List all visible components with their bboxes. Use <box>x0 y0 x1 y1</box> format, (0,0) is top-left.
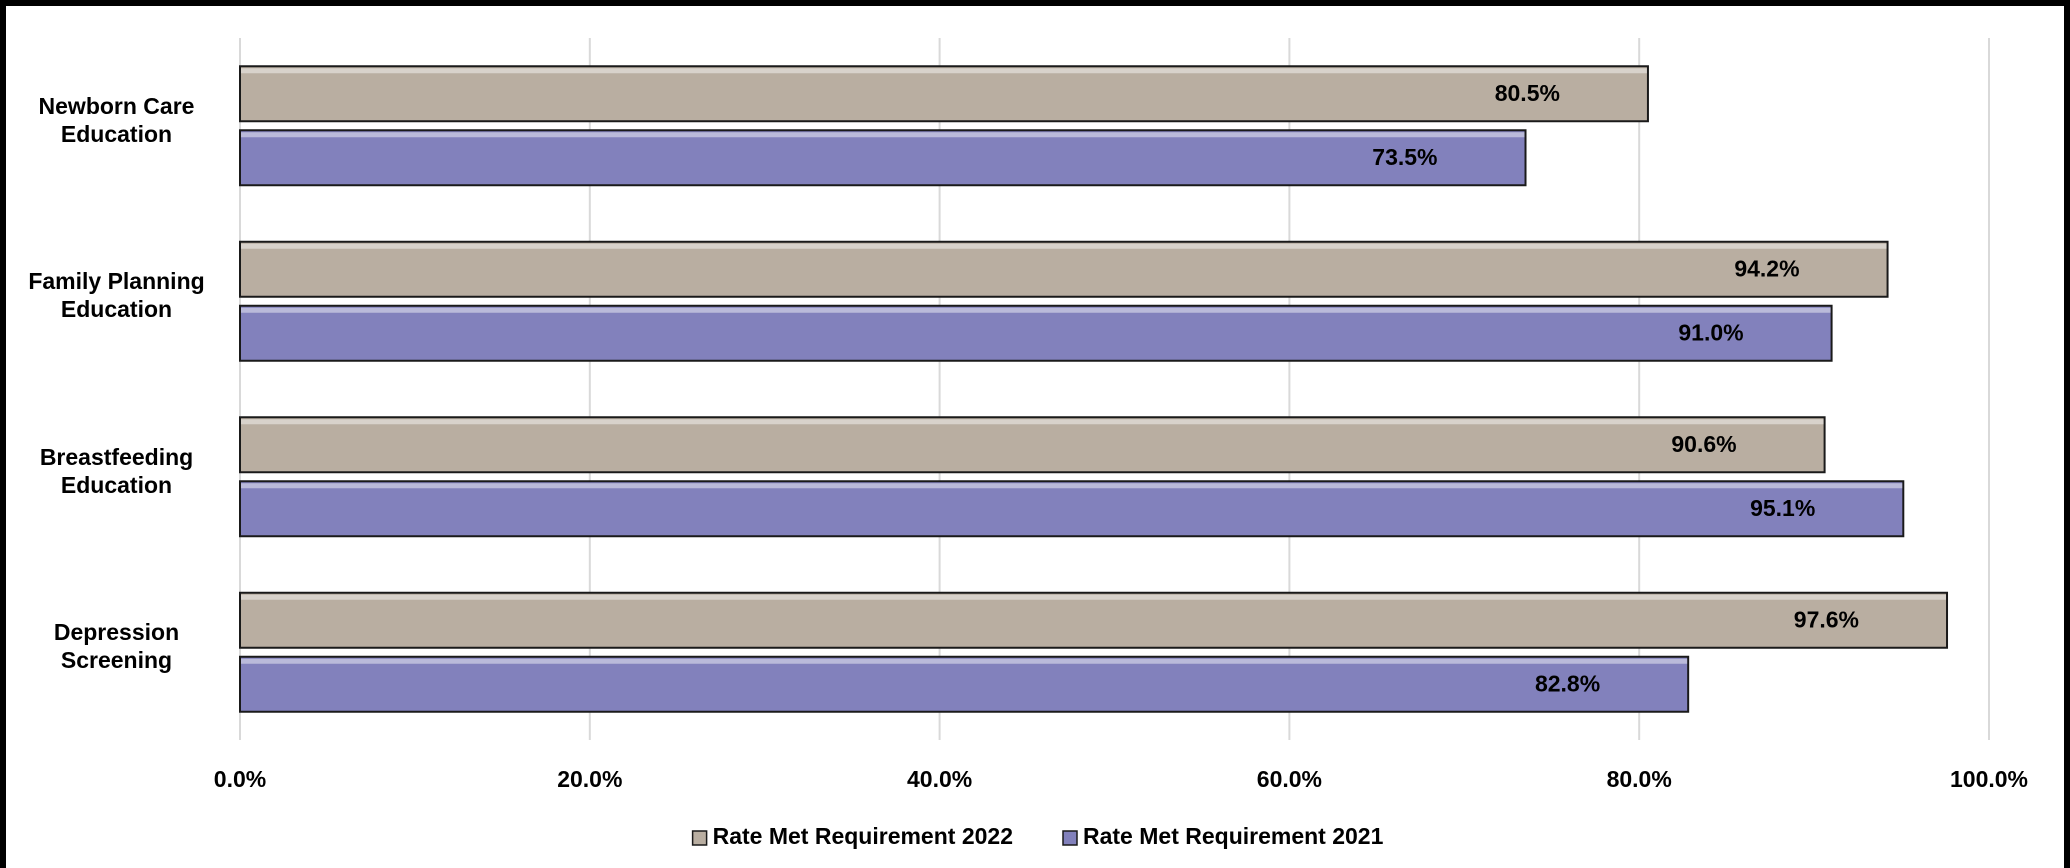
x-tick-label: 0.0% <box>214 766 266 792</box>
legend-label: Rate Met Requirement 2021 <box>1083 823 1384 849</box>
chart: 0.0% 20.0% 40.0% 60.0% 80.0% 100.0% 80.5% 73.5%… <box>214 38 2028 849</box>
bar <box>239 416 1826 474</box>
bar <box>239 655 1690 713</box>
x-tick-label: 80.0% <box>1607 766 1672 792</box>
bar-highlight <box>241 68 1647 74</box>
legend-swatch <box>1062 830 1078 846</box>
legend-label: Rate Met Requirement 2022 <box>713 823 1013 849</box>
category-label: Breastfeeding Education <box>39 443 194 498</box>
data-label: 82.8% <box>1535 670 1600 696</box>
bar-highlight <box>241 483 1903 489</box>
category-label: Newborn Care Education <box>38 92 195 147</box>
bar <box>239 591 1949 649</box>
bar-highlight <box>241 419 1824 425</box>
bar <box>239 304 1833 362</box>
category-label: Family Planning Education <box>28 268 205 323</box>
data-label: 97.6% <box>1794 606 1859 632</box>
data-label: 91.0% <box>1678 319 1743 345</box>
data-label: 73.5% <box>1372 144 1437 170</box>
bar <box>239 480 1905 538</box>
bar-highlight <box>241 307 1831 313</box>
category-label: Depression Screening <box>53 619 180 674</box>
bar <box>239 65 1649 123</box>
data-label: 90.6% <box>1671 431 1736 457</box>
bar-highlight <box>241 658 1688 664</box>
x-tick-label: 60.0% <box>1257 766 1322 792</box>
data-label: 80.5% <box>1495 80 1560 106</box>
data-label: 94.2% <box>1734 255 1799 281</box>
legend-swatch <box>691 830 708 846</box>
bar-highlight <box>241 594 1947 600</box>
bar-highlight <box>241 132 1525 138</box>
bar <box>239 240 1889 298</box>
bar <box>239 129 1527 187</box>
data-label: 95.1% <box>1750 495 1815 521</box>
x-tick-label: 20.0% <box>557 766 622 792</box>
x-tick-label: 100.0% <box>1950 766 2028 792</box>
x-tick-label: 40.0% <box>907 766 972 792</box>
bar-highlight <box>241 243 1887 249</box>
